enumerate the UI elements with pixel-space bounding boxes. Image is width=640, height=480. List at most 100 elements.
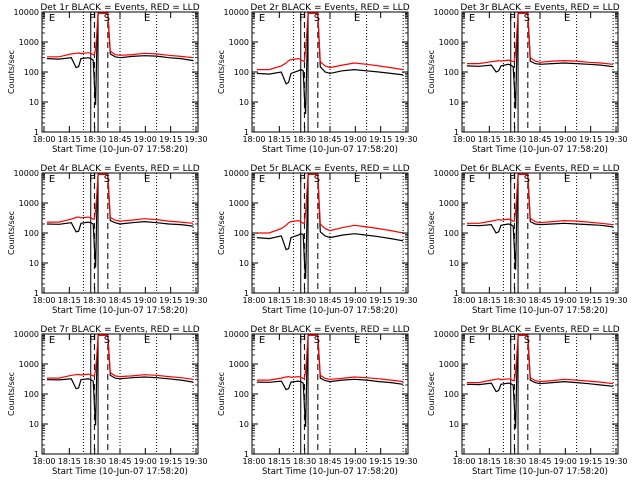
y-tick-label: 100 bbox=[234, 390, 249, 399]
y-tick-label: 1000 bbox=[439, 199, 459, 208]
x-tick-label: 18:15 bbox=[478, 296, 501, 305]
marker-e: E bbox=[144, 13, 150, 24]
marker-s: S bbox=[314, 335, 320, 346]
x-tick-label: 18:30 bbox=[293, 296, 316, 305]
x-tick-label: 19:30 bbox=[604, 135, 627, 144]
x-axis-label: Start Time (10-Jun-07 17:58:20) bbox=[52, 145, 188, 155]
marker-f: F bbox=[89, 13, 95, 24]
marker-e: E bbox=[469, 174, 475, 185]
x-tick-label: 19:30 bbox=[394, 457, 417, 466]
marker-f: F bbox=[509, 13, 515, 24]
panel-title: Det 1r BLACK = Events, RED = LLD bbox=[40, 3, 199, 13]
panel-det-4r: Det 4r BLACK = Events, RED = LLD 1 10 100 10… bbox=[7, 164, 208, 316]
marker-f: F bbox=[299, 174, 305, 185]
series-lld bbox=[46, 12, 194, 59]
marker-e: E bbox=[259, 13, 265, 24]
panel-det-5r: Det 5r BLACK = Events, RED = LLD 1 10 100 10… bbox=[217, 164, 418, 316]
marker-e: E bbox=[49, 335, 55, 346]
marker-e: E bbox=[354, 335, 360, 346]
y-axis-label: Counts/sec bbox=[427, 211, 436, 255]
x-tick-label: 18:00 bbox=[32, 296, 55, 305]
y-tick-label: 10000 bbox=[434, 330, 459, 339]
marker-f: F bbox=[509, 335, 515, 346]
x-axis-label: Start Time (10-Jun-07 17:58:20) bbox=[262, 145, 398, 155]
marker-s: S bbox=[104, 335, 110, 346]
panel-title: Det 6r BLACK = Events, RED = LLD bbox=[460, 164, 619, 174]
panel-title: Det 5r BLACK = Events, RED = LLD bbox=[250, 164, 409, 174]
x-tick-label: 19:30 bbox=[394, 296, 417, 305]
x-tick-label: 18:00 bbox=[452, 296, 475, 305]
x-tick-label: 18:30 bbox=[503, 296, 526, 305]
x-tick-label: 19:00 bbox=[134, 135, 157, 144]
series-lld bbox=[256, 12, 404, 71]
panel-det-6r: Det 6r BLACK = Events, RED = LLD 1 10 100 10… bbox=[427, 164, 628, 316]
x-tick-label: 18:30 bbox=[293, 457, 316, 466]
panel-det-8r: Det 8r BLACK = Events, RED = LLD 1 10 100 10… bbox=[217, 325, 418, 477]
y-tick-label: 10 bbox=[29, 98, 39, 107]
marker-s: S bbox=[524, 335, 530, 346]
x-tick-label: 19:15 bbox=[159, 296, 182, 305]
x-tick-label: 19:15 bbox=[159, 135, 182, 144]
panel-det-3r: Det 3r BLACK = Events, RED = LLD 1 10 100 10… bbox=[427, 3, 628, 155]
y-tick-label: 1 bbox=[34, 128, 39, 137]
x-tick-label: 18:15 bbox=[268, 457, 291, 466]
y-tick-label: 10 bbox=[29, 259, 39, 268]
y-tick-label: 10000 bbox=[14, 8, 39, 17]
x-axis-label: Start Time (10-Jun-07 17:58:20) bbox=[262, 467, 398, 477]
y-axis-label: Counts/sec bbox=[7, 211, 16, 255]
marker-e: E bbox=[354, 174, 360, 185]
panel-det-7r: Det 7r BLACK = Events, RED = LLD 1 10 100 10… bbox=[7, 325, 208, 477]
x-tick-label: 19:15 bbox=[369, 296, 392, 305]
series-lld bbox=[466, 12, 614, 65]
series-lld bbox=[466, 173, 614, 226]
series-lld bbox=[466, 334, 614, 385]
series-lld bbox=[46, 173, 194, 224]
x-tick-label: 19:00 bbox=[554, 296, 577, 305]
x-tick-label: 18:45 bbox=[318, 135, 341, 144]
marker-f: F bbox=[89, 335, 95, 346]
x-tick-label: 18:45 bbox=[318, 457, 341, 466]
x-tick-label: 18:45 bbox=[108, 457, 131, 466]
y-tick-label: 1 bbox=[244, 128, 249, 137]
panel-det-9r: Det 9r BLACK = Events, RED = LLD 1 10 100 10… bbox=[427, 325, 628, 477]
x-tick-label: 18:00 bbox=[242, 457, 265, 466]
y-tick-label: 10000 bbox=[434, 169, 459, 178]
marker-e: E bbox=[564, 13, 570, 24]
x-tick-label: 19:00 bbox=[134, 457, 157, 466]
y-tick-label: 10000 bbox=[434, 8, 459, 17]
x-tick-label: 19:15 bbox=[579, 135, 602, 144]
x-tick-label: 18:00 bbox=[242, 296, 265, 305]
marker-s: S bbox=[314, 13, 320, 24]
y-axis-label: Counts/sec bbox=[7, 50, 16, 94]
x-tick-label: 18:30 bbox=[503, 457, 526, 466]
x-tick-label: 19:15 bbox=[369, 457, 392, 466]
x-tick-label: 18:30 bbox=[503, 135, 526, 144]
x-tick-label: 18:00 bbox=[32, 457, 55, 466]
y-tick-label: 1000 bbox=[19, 360, 39, 369]
y-tick-label: 1 bbox=[34, 450, 39, 459]
x-axis-label: Start Time (10-Jun-07 17:58:20) bbox=[52, 306, 188, 316]
y-tick-label: 10 bbox=[239, 420, 249, 429]
marker-e: E bbox=[469, 335, 475, 346]
x-tick-label: 18:30 bbox=[83, 457, 106, 466]
panel-title: Det 7r BLACK = Events, RED = LLD bbox=[40, 325, 199, 335]
y-tick-label: 10000 bbox=[224, 330, 249, 339]
x-axis-label: Start Time (10-Jun-07 17:58:20) bbox=[262, 306, 398, 316]
x-tick-label: 18:00 bbox=[452, 457, 475, 466]
panel-title: Det 2r BLACK = Events, RED = LLD bbox=[250, 3, 409, 13]
marker-e: E bbox=[564, 174, 570, 185]
series-events bbox=[46, 334, 194, 426]
y-tick-label: 100 bbox=[24, 390, 39, 399]
marker-f: F bbox=[509, 174, 515, 185]
y-tick-label: 1000 bbox=[19, 38, 39, 47]
y-tick-label: 100 bbox=[444, 68, 459, 77]
y-tick-label: 1 bbox=[244, 450, 249, 459]
y-tick-label: 100 bbox=[444, 390, 459, 399]
y-tick-label: 1 bbox=[454, 289, 459, 298]
y-tick-label: 1 bbox=[34, 289, 39, 298]
marker-s: S bbox=[104, 13, 110, 24]
x-tick-label: 18:30 bbox=[293, 135, 316, 144]
y-tick-label: 10000 bbox=[14, 330, 39, 339]
y-axis-label: Counts/sec bbox=[217, 211, 226, 255]
marker-e: E bbox=[354, 13, 360, 24]
